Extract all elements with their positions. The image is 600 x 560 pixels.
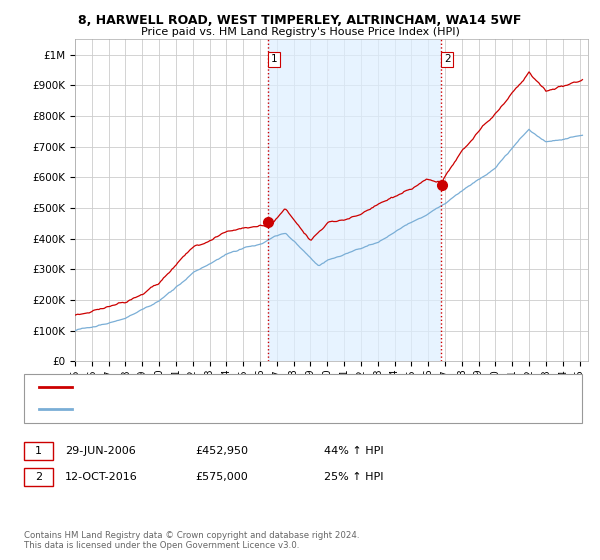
Text: 8, HARWELL ROAD, WEST TIMPERLEY, ALTRINCHAM, WA14 5WF (detached house): 8, HARWELL ROAD, WEST TIMPERLEY, ALTRINC… <box>78 382 478 393</box>
Text: 1: 1 <box>271 54 277 64</box>
Text: 2: 2 <box>35 472 42 482</box>
Text: 1: 1 <box>35 446 42 456</box>
Text: 44% ↑ HPI: 44% ↑ HPI <box>324 446 383 456</box>
Text: Price paid vs. HM Land Registry's House Price Index (HPI): Price paid vs. HM Land Registry's House … <box>140 27 460 37</box>
Text: Contains HM Land Registry data © Crown copyright and database right 2024.
This d: Contains HM Land Registry data © Crown c… <box>24 530 359 550</box>
Text: £452,950: £452,950 <box>195 446 248 456</box>
Text: 25% ↑ HPI: 25% ↑ HPI <box>324 472 383 482</box>
Text: 29-JUN-2006: 29-JUN-2006 <box>65 446 136 456</box>
Text: 12-OCT-2016: 12-OCT-2016 <box>65 472 137 482</box>
Text: 2: 2 <box>444 54 451 64</box>
Bar <box>268 39 442 361</box>
Text: HPI: Average price, detached house, Trafford: HPI: Average price, detached house, Traf… <box>78 404 296 414</box>
Text: 8, HARWELL ROAD, WEST TIMPERLEY, ALTRINCHAM, WA14 5WF: 8, HARWELL ROAD, WEST TIMPERLEY, ALTRINC… <box>79 14 521 27</box>
Text: £575,000: £575,000 <box>195 472 248 482</box>
